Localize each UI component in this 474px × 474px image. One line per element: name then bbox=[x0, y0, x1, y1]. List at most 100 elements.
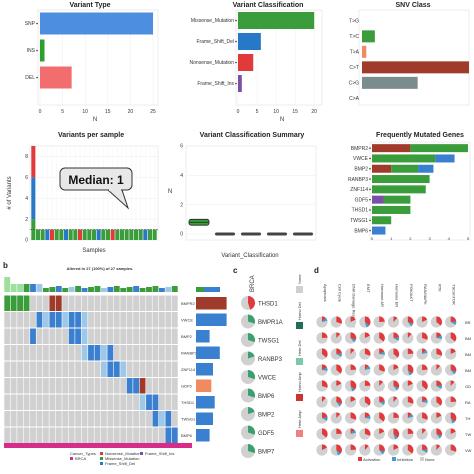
oncoplot-cell bbox=[120, 312, 127, 328]
oncoplot-cell bbox=[55, 312, 62, 328]
pathway-pie-slice bbox=[450, 332, 457, 342]
oncoplot-top-bar bbox=[100, 288, 107, 292]
oncoplot-cell bbox=[165, 312, 172, 328]
pathway-pie-slice bbox=[364, 316, 371, 326]
oncoplot-cell bbox=[4, 427, 11, 443]
gene-tick bbox=[369, 147, 371, 149]
oncoplot-cell bbox=[126, 361, 133, 377]
oncoplot-cell bbox=[113, 295, 120, 311]
variants-per-sample-ticks: 0 2 4 6 8 bbox=[25, 154, 28, 244]
oncoplot-cell bbox=[4, 378, 11, 394]
gene-tick bbox=[369, 198, 371, 201]
oncoplot-cell bbox=[171, 328, 178, 344]
oncoplot-cell bbox=[133, 328, 140, 344]
oncoplot-cell bbox=[100, 345, 107, 361]
oncoplot-top-bar bbox=[126, 287, 133, 292]
category-label: C>T bbox=[349, 65, 359, 71]
pathway-pie-slice bbox=[422, 428, 426, 434]
pathway-pie-slice bbox=[393, 364, 399, 370]
gene-bar-segment bbox=[372, 175, 430, 184]
pathway-pie-slice bbox=[379, 450, 385, 455]
gene-label: RANBP3 bbox=[348, 177, 368, 183]
pathway-pie-slice bbox=[450, 316, 457, 322]
gene-bar-segment bbox=[372, 144, 411, 153]
oncoplot-cell bbox=[113, 345, 120, 361]
category-tick bbox=[235, 61, 237, 64]
pathway-pie-slice bbox=[422, 380, 428, 390]
oncoplot-panel: b Altered in 27 (100%) of 27 samples. BM… bbox=[3, 261, 227, 466]
sample-bar-segment bbox=[91, 229, 97, 240]
pathway-pie-slice bbox=[379, 364, 385, 372]
legend-fsins-label: Frame_Shift_Ins bbox=[145, 451, 174, 456]
sample-bar-segment bbox=[77, 229, 83, 240]
legend-nonsense-label: Nonsense_Mutation bbox=[105, 451, 141, 456]
sample-bar-segment bbox=[152, 229, 157, 240]
pathway-pie-slice bbox=[450, 370, 457, 375]
pathway-row-label: TH bbox=[465, 416, 470, 421]
category-tick bbox=[36, 76, 38, 79]
oncoplot-cell bbox=[158, 378, 165, 394]
pathway-pie-slice bbox=[336, 444, 342, 454]
oncoplot-gene-labels: BMPR2 VWCE BMP2 RANBP3 ZNF114 GDF5 THSD1 TWSG1 B… bbox=[181, 301, 198, 438]
pathway-pie-slice bbox=[379, 332, 385, 342]
pathway-pie-slice bbox=[322, 316, 326, 322]
legend-nonsense-swatch bbox=[100, 452, 103, 455]
oncoplot-cell bbox=[4, 361, 11, 377]
oncoplot-cell bbox=[10, 328, 17, 344]
pathway-pie-slice bbox=[322, 317, 328, 322]
pathway-grid bbox=[316, 316, 457, 456]
pathway-pie-slice bbox=[379, 348, 385, 354]
oncoplot-cell bbox=[55, 394, 62, 410]
oncoplot-cell bbox=[165, 378, 172, 394]
sample-bar-segment bbox=[73, 229, 78, 240]
pathway-panel-label: d bbox=[314, 266, 319, 275]
oncoplot-cell bbox=[55, 411, 62, 427]
cnv-rows: THSD1 BMPR1A TWSG1 RANBP3 VWCE BMP6 BMP2 GDF5 BM… bbox=[241, 296, 283, 458]
oncoplot-cell bbox=[23, 411, 30, 427]
oncoplot-cell bbox=[152, 295, 159, 311]
oncoplot-cell bbox=[30, 295, 36, 311]
pathway-pie-slice bbox=[336, 380, 342, 386]
cnv-legend-label: Homo Del bbox=[297, 302, 302, 320]
cnv-pie-slice bbox=[248, 333, 255, 343]
oncoplot-cell bbox=[49, 312, 56, 328]
pathway-pie-slice bbox=[393, 332, 400, 338]
pathway-header: Hormone ER bbox=[395, 284, 400, 307]
x-tick-label: 0 bbox=[237, 109, 240, 115]
oncoplot-cell bbox=[62, 312, 69, 328]
oncoplot-cell bbox=[81, 394, 88, 410]
oncoplot-cell bbox=[146, 345, 152, 361]
legend-fsdel-swatch bbox=[100, 462, 103, 465]
oncoplot-cell bbox=[165, 328, 172, 344]
oncoplot-cell bbox=[42, 328, 49, 344]
category-tick bbox=[36, 49, 38, 52]
sample-bar-segment bbox=[133, 229, 139, 240]
pathway-pie-slice bbox=[436, 412, 442, 418]
pathway-pie-slice bbox=[322, 412, 328, 418]
oncoplot-cell bbox=[10, 411, 17, 427]
cnv-gene-label: BMP2 bbox=[258, 413, 275, 419]
oncoplot-cell bbox=[165, 411, 172, 427]
oncoplot-cell bbox=[23, 312, 30, 328]
oncoplot-cell bbox=[158, 411, 165, 427]
pathway-legend: Activation Inhibition None bbox=[358, 457, 435, 462]
pathway-pie-slice bbox=[350, 429, 357, 434]
oncoplot-right-bar bbox=[196, 330, 210, 343]
oncoplot-cell bbox=[146, 394, 152, 410]
cnv-legend-label: None bbox=[297, 274, 302, 284]
oncoplot-cell bbox=[152, 345, 159, 361]
oncoplot-cell bbox=[146, 312, 152, 328]
pathway-pie-slice bbox=[436, 380, 442, 386]
category-label: T>C bbox=[349, 34, 359, 40]
oncoplot-top-bar bbox=[171, 286, 178, 292]
variant-classification-xlabel: N bbox=[280, 117, 284, 123]
oncoplot-cell bbox=[139, 378, 146, 394]
pathway-pie-slice bbox=[407, 380, 413, 386]
category-label: T>G bbox=[349, 19, 359, 25]
oncoplot-cell bbox=[171, 312, 178, 328]
pathway-header: RAS/MAPK bbox=[423, 284, 428, 305]
oncoplot-cell bbox=[133, 295, 140, 311]
median-callout-joint bbox=[109, 188, 121, 191]
oncoplot-cell bbox=[152, 427, 159, 443]
oncoplot-cell bbox=[100, 411, 107, 427]
